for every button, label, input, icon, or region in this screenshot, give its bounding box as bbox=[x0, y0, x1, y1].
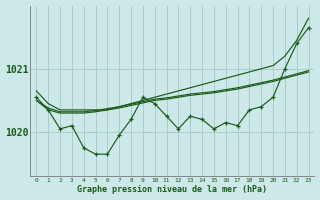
X-axis label: Graphe pression niveau de la mer (hPa): Graphe pression niveau de la mer (hPa) bbox=[77, 185, 268, 194]
